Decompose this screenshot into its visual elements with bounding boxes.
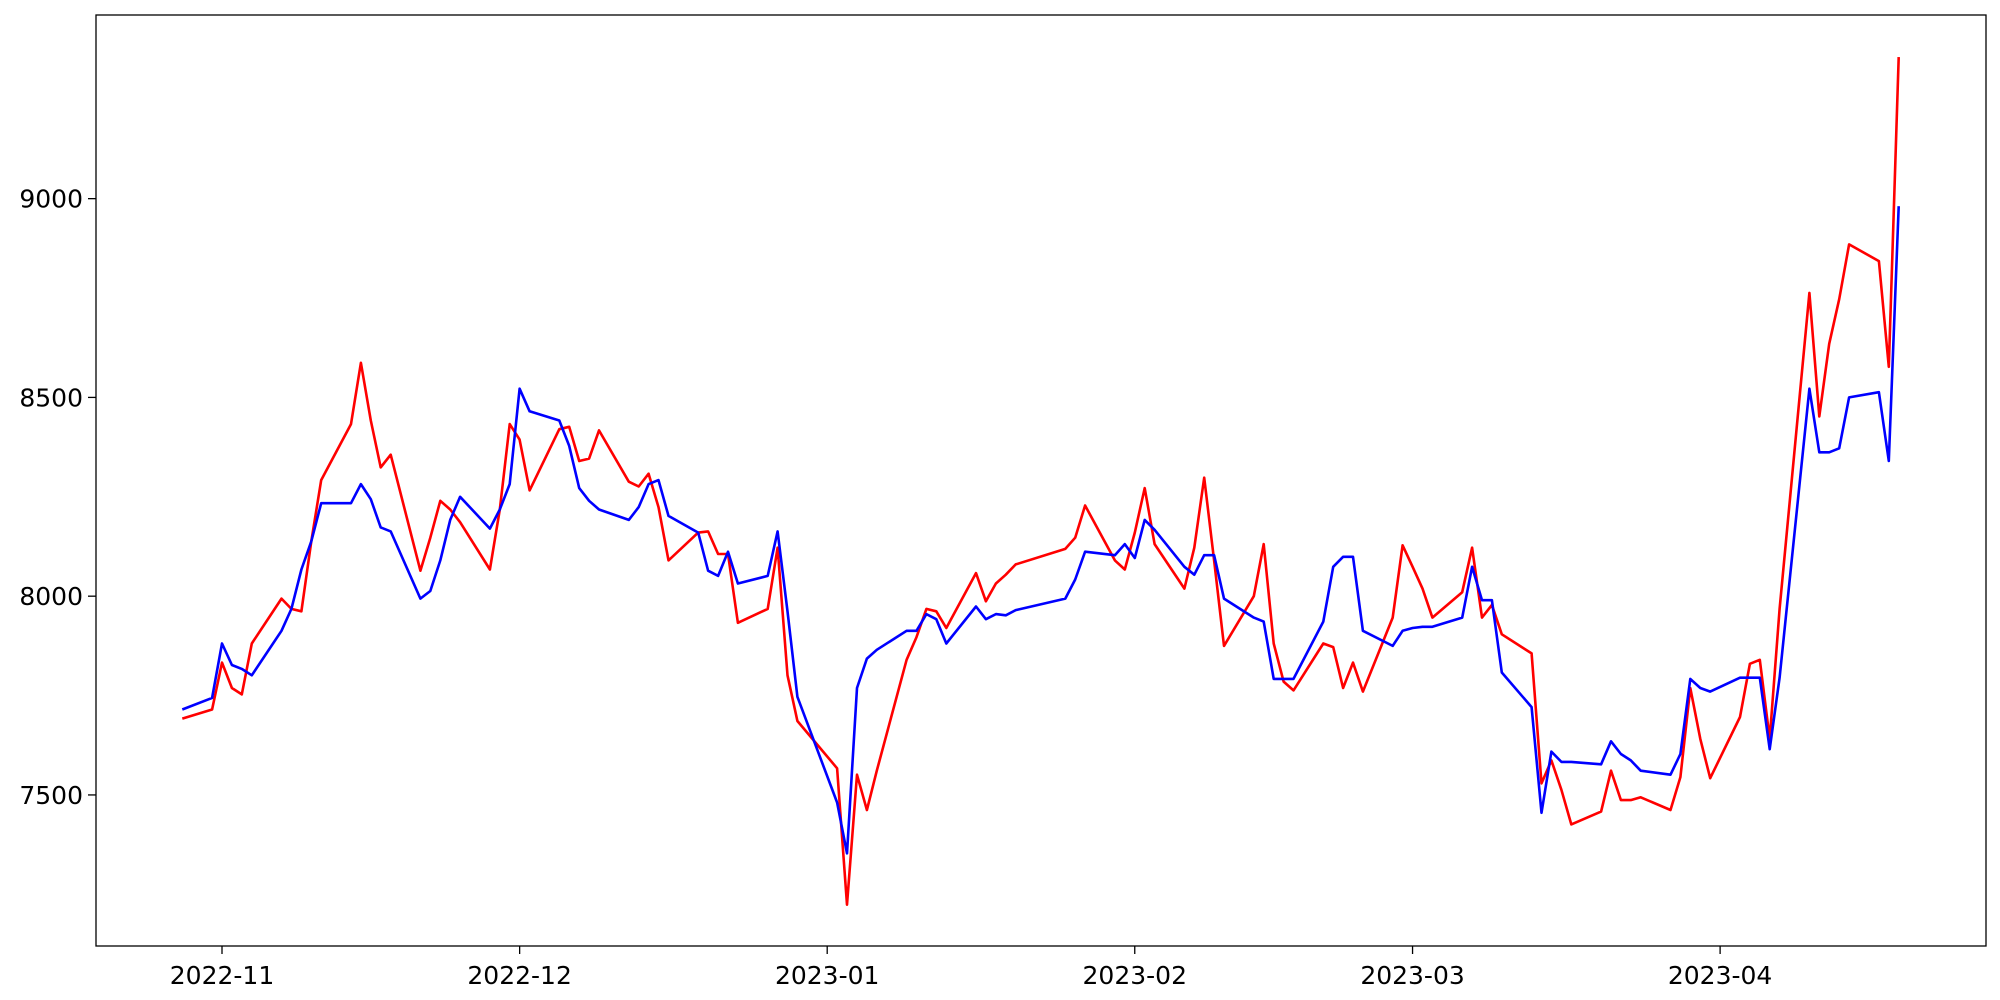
plot-frame bbox=[95, 14, 1987, 947]
y-tick-label: 8500 bbox=[19, 383, 83, 412]
y-tick-label: 9000 bbox=[19, 185, 83, 214]
data-line bbox=[181, 57, 1900, 906]
x-tick-label: 2022-11 bbox=[170, 961, 274, 990]
x-tick-label: 2023-02 bbox=[1083, 961, 1187, 990]
y-tick-label: 7500 bbox=[19, 781, 83, 810]
data-line bbox=[181, 206, 1900, 855]
x-tick-label: 2022-12 bbox=[467, 961, 571, 990]
y-tick-label: 8000 bbox=[19, 582, 83, 611]
x-tick-label: 2023-01 bbox=[775, 961, 879, 990]
x-tick-label: 2023-03 bbox=[1360, 961, 1464, 990]
x-tick-label: 2023-04 bbox=[1668, 961, 1772, 990]
